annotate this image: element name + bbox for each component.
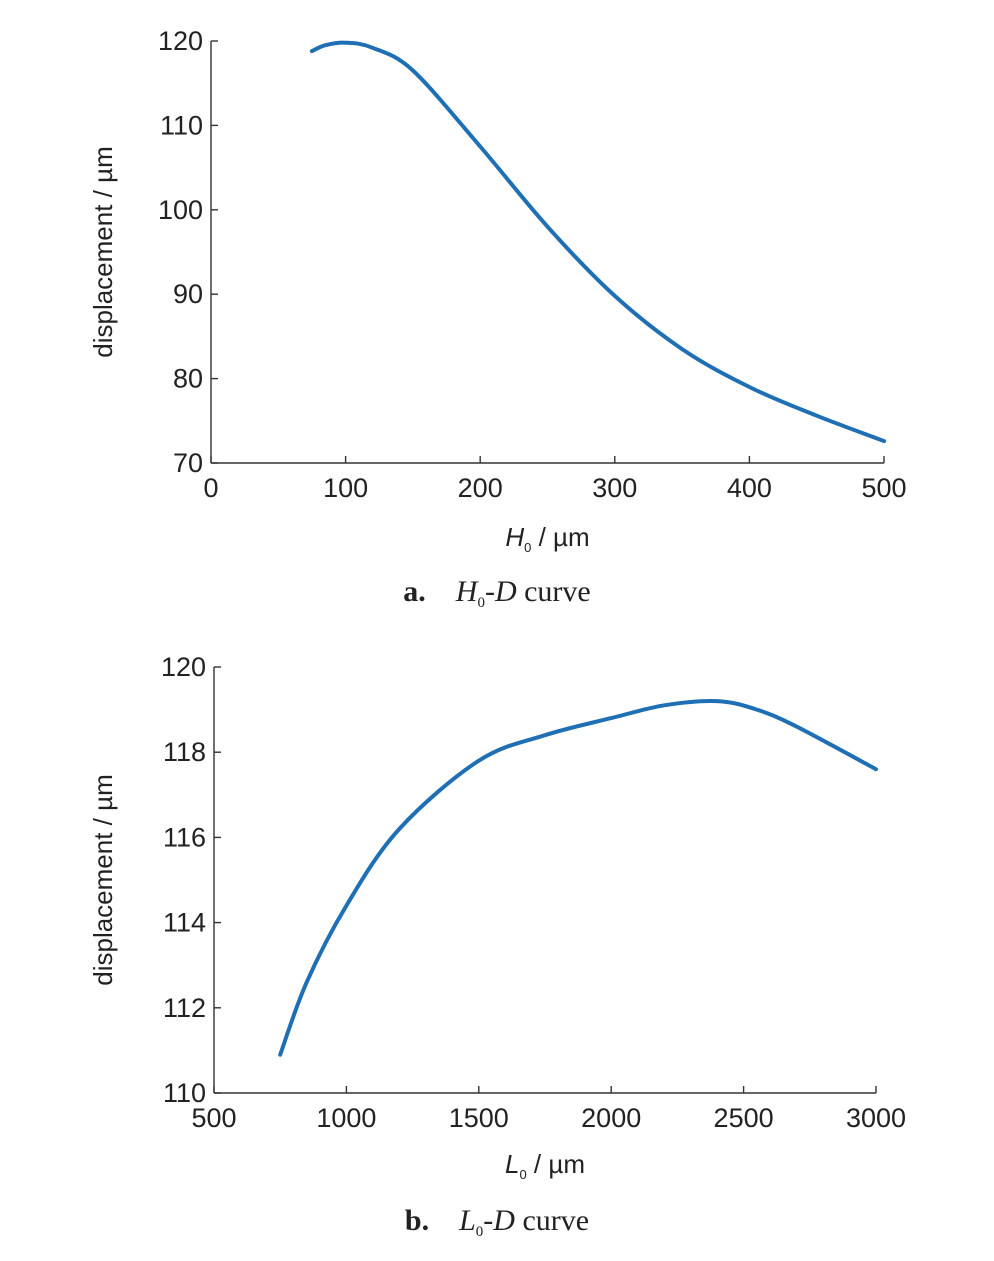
chart-b-y-axis-label: displacement / µm — [88, 774, 118, 986]
caption-a-subscript: 0 — [477, 595, 485, 611]
chart-a-y-tick-label: 80 — [173, 364, 203, 394]
chart-b-x-tick-label: 3000 — [846, 1103, 906, 1133]
caption-a-symbol: H — [455, 575, 478, 608]
caption-b-rest: curve — [514, 1204, 590, 1237]
chart-a-y-axis-label: displacement / µm — [88, 146, 118, 358]
caption-a-rest: curve — [516, 575, 591, 608]
chart-panel-b: 110 112 114 116 118 120 500 1000 1500 2000 2500 300… — [0, 640, 994, 1200]
chart-b-series-line — [278, 698, 878, 1057]
chart-a-x-tick-label: 0 — [203, 473, 218, 503]
chart-b-y-tick-label: 114 — [163, 908, 206, 938]
chart-a-svg: 70 80 90 100 110 120 0 100 200 300 400 500 displacem… — [88, 26, 907, 555]
chart-b-y-tick-label: 112 — [163, 993, 206, 1023]
chart-b-y-tick-label: 116 — [163, 822, 206, 852]
chart-b-x-axis-label: L0 / µm — [505, 1149, 585, 1182]
chart-a-x-axis-label: H0 / µm — [505, 522, 589, 555]
chart-a-x-tick-label: 300 — [592, 473, 637, 503]
chart-a-x-tick-label: 200 — [458, 473, 503, 503]
chart-a-y-tick-label: 110 — [160, 110, 203, 140]
chart-a-y-tick-label: 100 — [158, 195, 203, 225]
chart-b-y-tick-label: 110 — [163, 1078, 206, 1108]
chart-b-y-tick-label: 118 — [163, 737, 206, 767]
caption-a-letter: a. — [403, 575, 426, 608]
chart-b-y-tick-label: 120 — [161, 652, 206, 682]
chart-a-y-tick-label: 90 — [173, 279, 203, 309]
chart-b-x-tick-label: 1500 — [449, 1103, 509, 1133]
chart-b-x-tick-label: 1000 — [316, 1103, 376, 1133]
caption-b-dsym: D — [493, 1204, 515, 1237]
chart-panel-a: 70 80 90 100 110 120 0 100 200 300 400 500 displacem… — [0, 0, 994, 560]
caption-a: a. H0-D curve — [403, 575, 591, 611]
caption-b-letter: b. — [404, 1204, 430, 1237]
chart-a-x-tick-label: 400 — [727, 473, 772, 503]
chart-b-x-tick-label: 500 — [191, 1103, 236, 1133]
chart-b-x-tick-label: 2000 — [581, 1103, 641, 1133]
chart-a-x-tick-label: 500 — [861, 473, 906, 503]
chart-a-y-tick-label: 70 — [173, 448, 203, 478]
caption-b: b. L0-D curve — [404, 1204, 590, 1240]
caption-b-symbol: L — [459, 1204, 476, 1237]
caption-a-dsym: D — [494, 575, 517, 608]
chart-b-svg: 110 112 114 116 118 120 500 1000 1500 2000 2500 300… — [88, 652, 906, 1182]
chart-b-x-tick-label: 2500 — [714, 1103, 774, 1133]
caption-b-subscript: 0 — [475, 1224, 484, 1240]
chart-a-series-line — [309, 40, 886, 444]
chart-a-x-tick-label: 100 — [323, 473, 368, 503]
chart-a-y-tick-label: 120 — [158, 26, 203, 56]
